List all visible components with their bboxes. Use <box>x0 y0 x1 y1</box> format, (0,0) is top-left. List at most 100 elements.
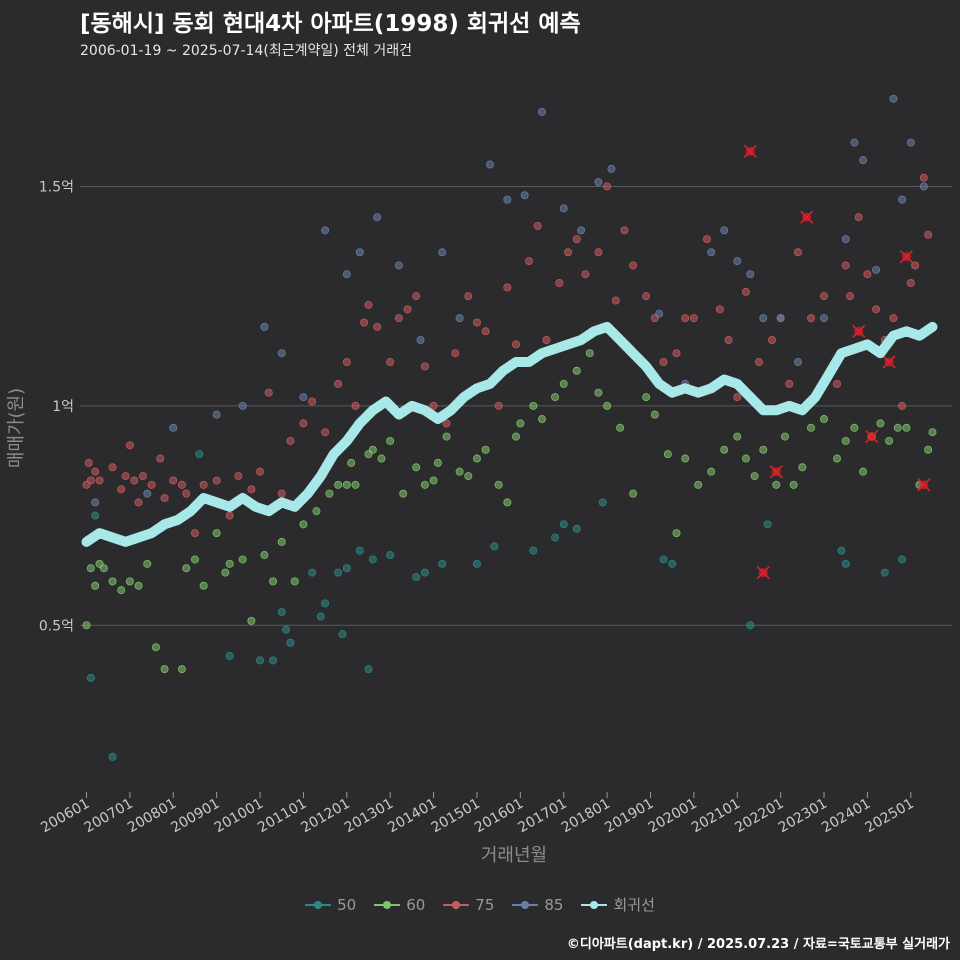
regression-line-group <box>81 321 938 547</box>
data-point-85 <box>559 204 568 213</box>
x-tick-label: 202501 <box>862 796 916 837</box>
highlight-cross <box>917 478 931 492</box>
data-point-60 <box>741 454 750 463</box>
data-point-75 <box>841 261 850 270</box>
data-point-60 <box>859 467 868 476</box>
data-point-85 <box>707 248 716 257</box>
data-point-75 <box>767 336 776 345</box>
data-point-60 <box>86 564 95 573</box>
data-point-60 <box>807 423 816 432</box>
highlight-cross <box>769 465 783 479</box>
data-point-85 <box>577 226 586 235</box>
data-point-75 <box>134 498 143 507</box>
data-point-75 <box>420 362 429 371</box>
data-point-75 <box>403 305 412 314</box>
data-point-50 <box>286 638 295 647</box>
x-tick-label: 200701 <box>82 796 136 837</box>
data-point-60 <box>820 415 829 424</box>
data-point-75 <box>147 480 156 489</box>
data-point-60 <box>494 480 503 489</box>
data-point-60 <box>928 428 937 437</box>
legend-label: 60 <box>406 895 426 914</box>
data-point-50 <box>355 546 364 555</box>
data-point-50 <box>316 612 325 621</box>
data-point-60 <box>151 643 160 652</box>
data-point-75 <box>125 441 134 450</box>
data-point-85 <box>859 156 868 165</box>
legend-item-50[interactable]: 50 <box>305 894 356 915</box>
grid-lines <box>80 185 952 626</box>
data-point-75 <box>234 472 243 481</box>
data-point-75 <box>308 397 317 406</box>
data-point-75 <box>924 230 933 239</box>
highlighted-point <box>800 210 814 224</box>
legend-key-icon <box>512 898 539 912</box>
data-point-75 <box>264 388 273 397</box>
legend-item-85[interactable]: 85 <box>512 894 563 915</box>
data-point-85 <box>212 410 221 419</box>
data-point-50 <box>841 559 850 568</box>
data-point-60 <box>798 463 807 472</box>
data-point-85 <box>277 349 286 358</box>
data-point-75 <box>733 393 742 402</box>
highlighted-point <box>756 566 770 580</box>
legend: 50 60 75 85 회귀선 <box>0 894 960 915</box>
data-point-85 <box>776 314 785 323</box>
legend-label: 85 <box>544 895 564 914</box>
data-point-75 <box>429 401 438 410</box>
data-point-75 <box>299 419 308 428</box>
data-point-75 <box>715 305 724 314</box>
data-point-85 <box>299 393 308 402</box>
highlighted-point <box>917 478 931 492</box>
data-point-60 <box>551 393 560 402</box>
data-point-85 <box>238 401 247 410</box>
data-point-75 <box>659 357 668 366</box>
data-point-85 <box>594 178 603 187</box>
data-point-75 <box>906 279 915 288</box>
data-point-75 <box>86 476 95 485</box>
data-point-85 <box>503 195 512 204</box>
data-point-60 <box>629 489 638 498</box>
data-point-50 <box>91 511 100 520</box>
data-point-85 <box>759 314 768 323</box>
data-point-85 <box>889 94 898 103</box>
data-point-60 <box>91 581 100 590</box>
data-point-75 <box>581 270 590 279</box>
data-point-75 <box>334 379 343 388</box>
data-point-50 <box>225 651 234 660</box>
legend-label: 75 <box>475 895 495 914</box>
data-point-60 <box>650 410 659 419</box>
data-point-85 <box>143 489 152 498</box>
legend-item-60[interactable]: 60 <box>374 894 425 915</box>
data-point-50 <box>321 599 330 608</box>
data-point-75 <box>572 235 581 244</box>
legend-label: 회귀선 <box>613 896 655 914</box>
highlight-cross <box>800 210 814 224</box>
data-point-60 <box>464 472 473 481</box>
data-point-75 <box>169 476 178 485</box>
x-tick-label: 201601 <box>472 796 526 837</box>
x-tick-label: 201501 <box>429 796 483 837</box>
data-point-60 <box>277 537 286 546</box>
y-tick-label: 0.5억 <box>39 618 74 634</box>
data-point-85 <box>733 257 742 266</box>
data-point-75 <box>512 340 521 349</box>
data-point-60 <box>134 581 143 590</box>
data-point-60 <box>780 432 789 441</box>
data-point-60 <box>594 388 603 397</box>
data-point-85 <box>355 248 364 257</box>
legend-key-icon <box>305 898 332 912</box>
data-point-85 <box>321 226 330 235</box>
data-point-60 <box>190 555 199 564</box>
data-point-60 <box>247 616 256 625</box>
data-point-60 <box>707 467 716 476</box>
source-caption: ©디아파트(dapt.kr) / 2025.07.23 / 자료=국토교통부 실… <box>566 937 950 952</box>
data-point-60 <box>433 458 442 467</box>
legend-item-regression[interactable]: 회귀선 <box>581 894 655 915</box>
data-point-75 <box>889 314 898 323</box>
data-point-85 <box>906 138 915 147</box>
data-point-50 <box>529 546 538 555</box>
data-point-75 <box>464 292 473 301</box>
legend-item-75[interactable]: 75 <box>443 894 494 915</box>
data-point-60 <box>750 472 759 481</box>
